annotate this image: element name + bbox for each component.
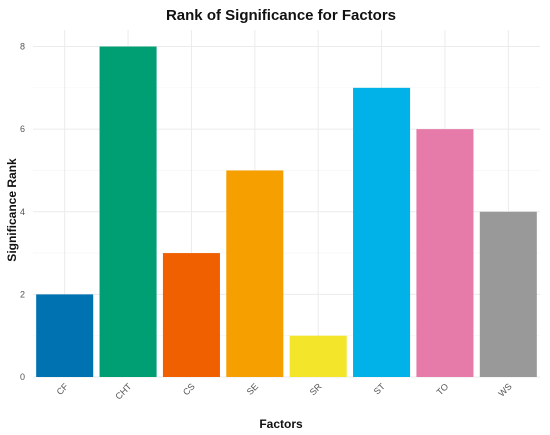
- x-tick-label-cf: CF: [55, 381, 71, 397]
- x-axis-title: Factors: [259, 417, 303, 431]
- x-tick-label-st: ST: [372, 381, 388, 397]
- bar-cht: [99, 46, 157, 378]
- y-axis-ticks: 0 2 4 6 8: [20, 42, 25, 382]
- bar-se: [226, 170, 284, 377]
- x-axis-ticks: CF CHT CS SE SR ST TO WS: [55, 381, 514, 402]
- x-tick-label-cs: CS: [181, 381, 197, 397]
- chart-title: Rank of Significance for Factors: [166, 7, 396, 24]
- y-tick-label: 6: [20, 124, 25, 134]
- bar-ws: [479, 211, 537, 377]
- bar-to: [416, 129, 474, 377]
- bar-st: [353, 87, 411, 377]
- x-tick-label-ws: WS: [496, 381, 513, 398]
- bar-cf: [36, 294, 94, 377]
- x-tick-label-to: TO: [435, 381, 451, 397]
- y-tick-label: 2: [20, 289, 25, 299]
- bars: [36, 46, 537, 378]
- x-tick-label-se: SE: [245, 381, 261, 397]
- y-tick-label: 8: [20, 42, 25, 52]
- y-axis-title: Significance Rank: [5, 158, 19, 262]
- bar-sr: [289, 335, 347, 377]
- bar-cs: [162, 253, 220, 377]
- x-tick-label-cht: CHT: [113, 381, 134, 402]
- y-tick-label: 4: [20, 207, 25, 217]
- y-tick-label: 0: [20, 372, 25, 382]
- x-tick-label-sr: SR: [308, 381, 324, 397]
